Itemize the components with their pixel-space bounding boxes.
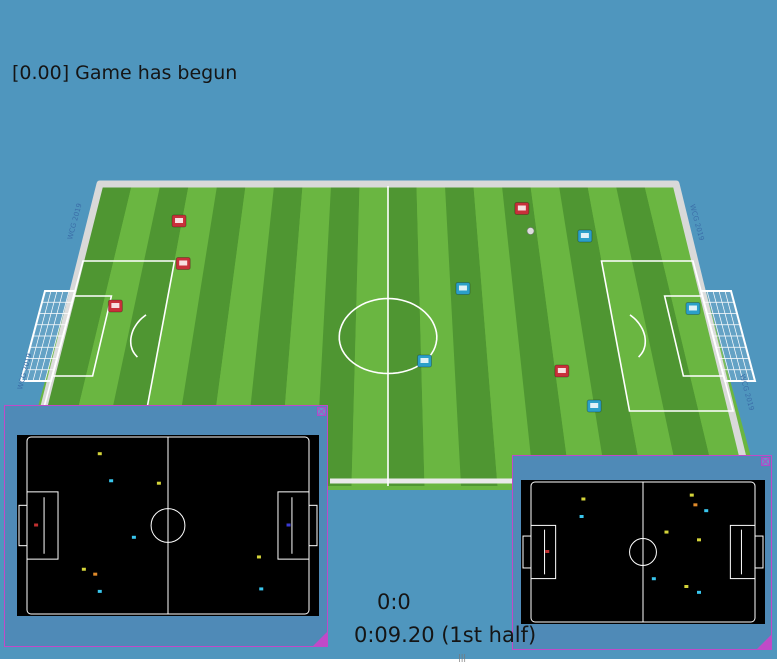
minimap-robot-marker [109,479,114,483]
red-robot-5-number-patch [557,368,566,373]
minimap-goal [754,535,764,569]
field-stripe [388,186,425,486]
red-robot-2-number-patch [179,260,188,266]
blue-robot-3-number-patch [420,358,429,363]
resize-handle-icon[interactable] [313,632,327,646]
match-clock: 0:09.20 (1st half) [354,623,537,647]
score-display: 0:0 [377,590,411,614]
minimap-goal [522,535,532,569]
goal-net-line [32,290,58,382]
minimap-robot-marker [259,587,264,591]
penalty-arc-left [129,314,147,358]
minimap-left-field [17,435,319,616]
red-robot-1 [171,214,187,228]
field-stripe [559,186,644,486]
field-stripe [502,186,571,486]
minimap-robot-marker [97,589,102,593]
red-robot-2 [175,257,191,270]
blue-robot-4 [586,399,602,413]
minimap-robot-marker [651,577,656,581]
red-robot-3-number-patch [111,303,120,308]
blue-robot-1-number-patch [580,233,589,238]
goal-left [19,290,77,382]
red-robot-5 [554,364,570,378]
minimap-robot-marker [693,503,698,507]
goal-right [699,290,757,382]
minimap-robot-marker [664,530,669,534]
goal-net-line [706,290,732,382]
minimap-right[interactable] [512,455,772,650]
minimap-robot-marker [579,515,584,518]
minimap-robot-marker [545,550,550,553]
minimap-robot-marker [581,497,586,501]
field-stripe [445,186,498,486]
minimap-center-circle [150,508,186,543]
minimap-robot-marker [704,509,709,513]
minimap-robot-marker [81,567,86,571]
field-stripe [416,186,461,486]
blue-robot-1 [577,229,593,243]
blue-robot-2-number-patch [458,285,467,291]
goal-net-line [26,290,52,382]
minimap-robot-marker [286,523,291,527]
red-robot-3 [107,299,123,313]
minimap-left[interactable] [4,405,328,647]
red-robot-4 [514,202,530,215]
minimap-goal [18,504,28,547]
goal-net-line [712,290,738,382]
minimap-robot-marker [689,493,694,497]
minimap-robot-marker [34,523,39,527]
minimap-robot-marker [697,590,701,594]
minimap-robot-marker [684,585,689,588]
minimap-robot-marker [697,538,701,542]
ball [526,227,535,235]
goal-net-line [724,290,750,382]
minimap-robot-marker [131,535,136,539]
status-message: [0.00] Game has begun [12,62,238,84]
scroll-grip-icon[interactable]: ||| [458,653,467,662]
penalty-arc-right [629,314,647,358]
blue-robot-5-number-patch [688,305,697,311]
field-stripe [351,186,388,486]
minimap-goal [308,504,318,547]
close-icon[interactable] [761,457,770,466]
minimap-center-circle [629,538,657,566]
blue-robot-4-number-patch [590,403,599,408]
minimap-robot-marker [256,555,261,559]
goal-net-line [718,290,744,382]
goal-net-line [38,290,64,382]
minimap-robot-marker [156,481,161,485]
goal-net-line [44,290,70,382]
blue-robot-5 [685,302,701,315]
red-robot-1-number-patch [175,218,184,223]
resize-handle-icon[interactable] [757,635,771,649]
blue-robot-2 [455,282,471,295]
blue-robot-3 [416,354,432,368]
minimap-robot-marker [97,452,102,456]
close-icon[interactable] [317,407,326,416]
red-robot-4-number-patch [517,205,526,211]
minimap-right-field [521,480,765,624]
center-circle [338,297,438,375]
minimap-robot-marker [93,572,98,576]
field-stripe [473,186,534,486]
